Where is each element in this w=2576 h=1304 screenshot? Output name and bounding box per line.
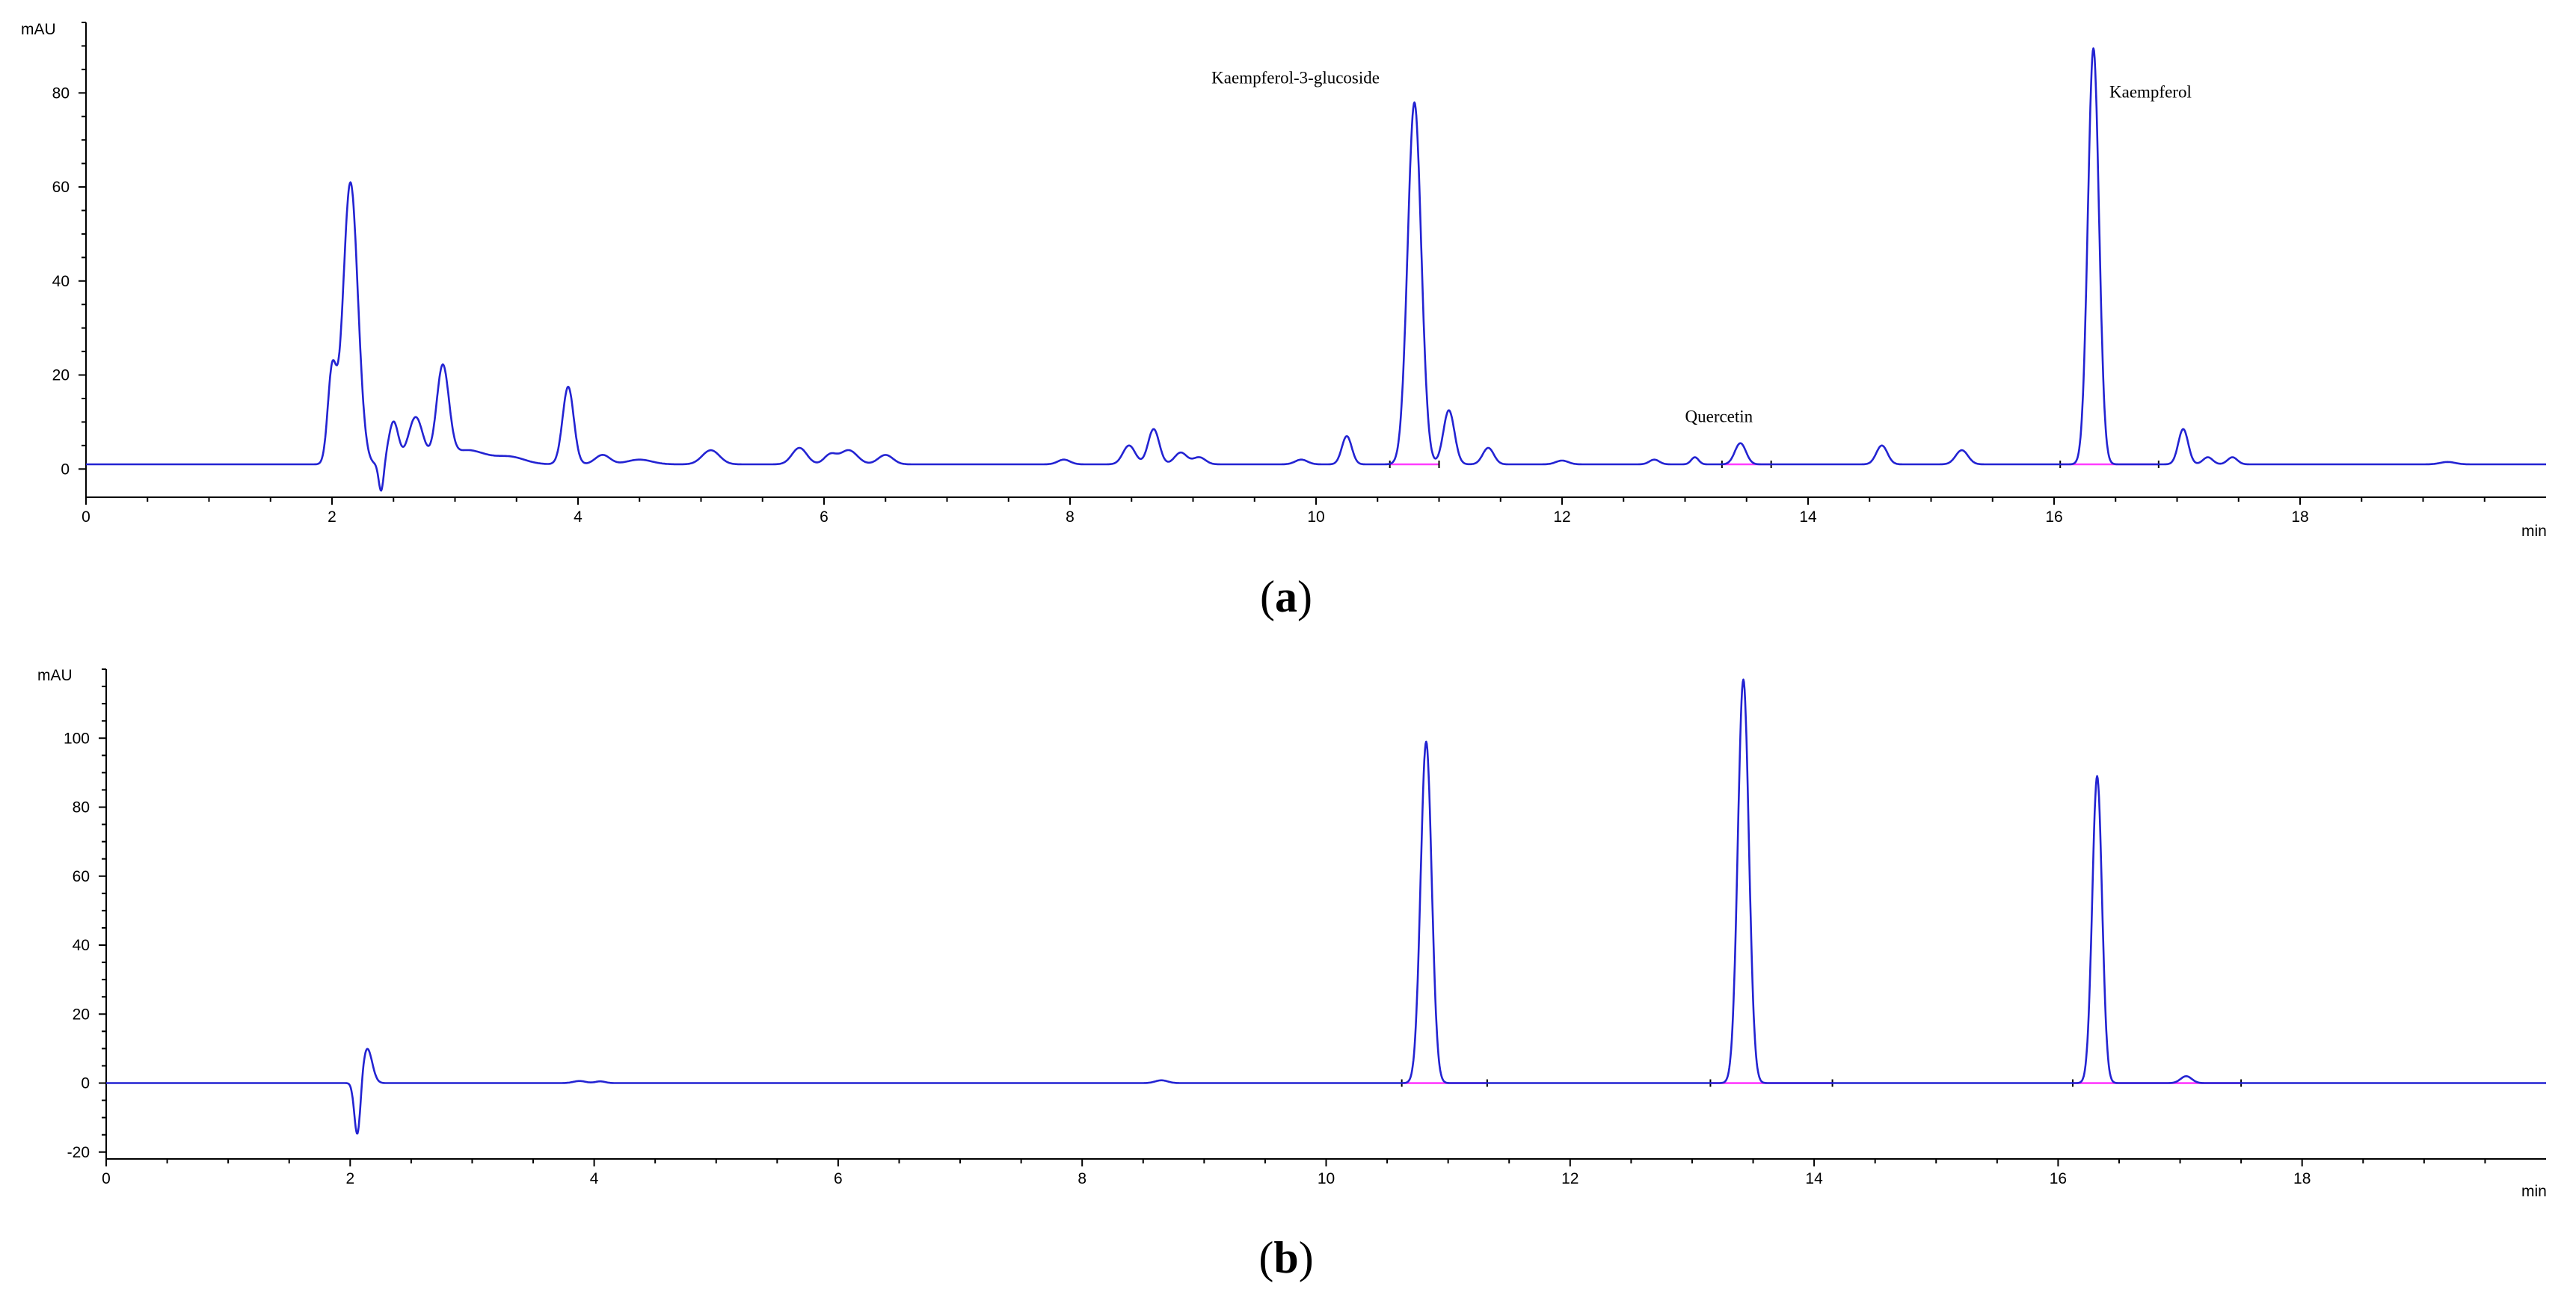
panel-b-x-unit-label: min: [2521, 1183, 2547, 1200]
panel-a-y-tick-label: 60: [52, 179, 70, 196]
panel-b-y-tick-label: 40: [73, 937, 90, 954]
panel-b-x-tick-label: 14: [1805, 1170, 1823, 1187]
panel-b-x-tick-label: 12: [1561, 1170, 1579, 1187]
panel-a-peak-annotations: Kaempferol-3-glucoside Quercetin Kaempfero…: [1211, 69, 2192, 426]
panel-b-x-tick-label: 10: [1318, 1170, 1335, 1187]
panel-a-x-tick-label: 10: [1307, 508, 1324, 526]
panel-b-x-tick-label: 8: [1078, 1170, 1086, 1187]
panel-a-peak-label: Quercetin: [1685, 407, 1753, 425]
panel-a-y-tick-label: 0: [61, 461, 70, 478]
panel-a-x-tick-label: 18: [2291, 508, 2308, 526]
panel-b-y-tick-label: 80: [73, 799, 90, 816]
panel-a-ticks: 0 2 4 6 8 10 12 14 16 18 0 20 40 60 80: [52, 22, 2486, 526]
panel-a-x-tick-label: 0: [82, 508, 90, 526]
panel-b-x-tick-label: 6: [834, 1170, 843, 1187]
panel-b-x-tick-label: 18: [2293, 1170, 2311, 1187]
panel-b-y-tick-label: -20: [67, 1144, 90, 1161]
panel-a-y-tick-label: 40: [52, 273, 70, 290]
panel-b-y-tick-label: 0: [81, 1075, 90, 1092]
panel-a-y-tick-label: 20: [52, 367, 70, 384]
panel-b-ticks: 0 2 4 6 8 10 12 14 16 18 -20 0 20 40 60 80 100: [64, 668, 2486, 1187]
panel-a-y-unit-label: mAU: [21, 21, 56, 38]
panel-a-x-tick-label: 14: [1799, 508, 1817, 526]
panel-b-y-tick-label: 20: [73, 1006, 90, 1023]
panel-a-caption: (a): [1260, 572, 1312, 621]
panel-a-x-tick-label: 4: [574, 508, 582, 526]
panel-a-x-tick-label: 6: [820, 508, 829, 526]
chromatogram-panel-b: 0 2 4 6 8 10 12 14 16 18 -20 0 20 40 60 80 100 mAU min (…: [37, 667, 2547, 1282]
panel-a-x-tick-label: 12: [1553, 508, 1570, 526]
chromatogram-panel-a: 0 2 4 6 8 10 12 14 16 18 0 20 40 60 80 mAU min Kaempfe…: [21, 21, 2547, 621]
panel-a-y-tick-label: 80: [52, 84, 70, 102]
panel-b-x-tick-label: 0: [102, 1170, 111, 1187]
panel-b-y-tick-label: 60: [73, 868, 90, 885]
panel-a-x-tick-label: 8: [1066, 508, 1075, 526]
panel-b-signal-trace: [105, 678, 2547, 1135]
panel-b-x-tick-label: 4: [590, 1170, 599, 1187]
panel-b-y-unit-label: mAU: [37, 667, 73, 684]
panel-a-peak-label: Kaempferol: [2109, 83, 2192, 102]
panel-a-peak-label: Kaempferol-3-glucoside: [1211, 69, 1380, 87]
panel-a-x-unit-label: min: [2521, 523, 2547, 540]
panel-b-x-tick-label: 2: [345, 1170, 354, 1187]
panel-a-signal-trace: [85, 47, 2547, 492]
panel-b-y-tick-label: 100: [64, 730, 90, 747]
panel-b-x-tick-label: 16: [2050, 1170, 2067, 1187]
panel-a-x-tick-label: 16: [2045, 508, 2062, 526]
panel-a-x-tick-label: 2: [328, 508, 336, 526]
panel-b-caption: (b): [1258, 1233, 1313, 1282]
